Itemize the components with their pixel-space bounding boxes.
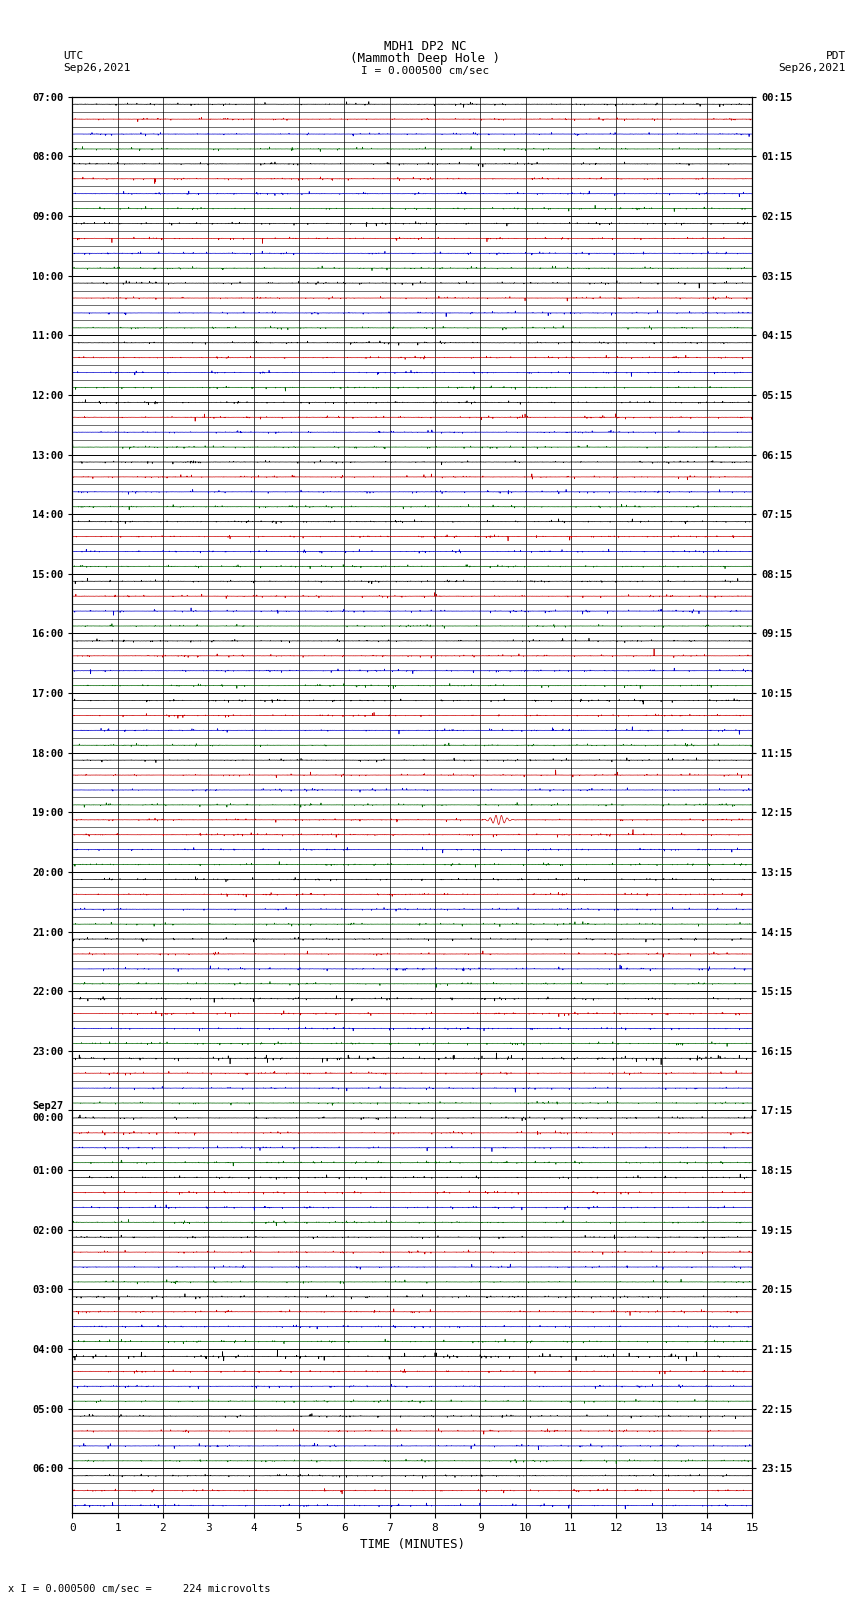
Text: UTC: UTC (64, 52, 84, 61)
Text: I = 0.000500 cm/sec: I = 0.000500 cm/sec (361, 66, 489, 76)
Text: Sep26,2021: Sep26,2021 (64, 63, 131, 73)
Text: (Mammoth Deep Hole ): (Mammoth Deep Hole ) (350, 52, 500, 65)
Text: Sep26,2021: Sep26,2021 (779, 63, 846, 73)
Text: x I = 0.000500 cm/sec =     224 microvolts: x I = 0.000500 cm/sec = 224 microvolts (8, 1584, 271, 1594)
Text: PDT: PDT (825, 52, 846, 61)
X-axis label: TIME (MINUTES): TIME (MINUTES) (360, 1539, 465, 1552)
Text: MDH1 DP2 NC: MDH1 DP2 NC (383, 40, 467, 53)
